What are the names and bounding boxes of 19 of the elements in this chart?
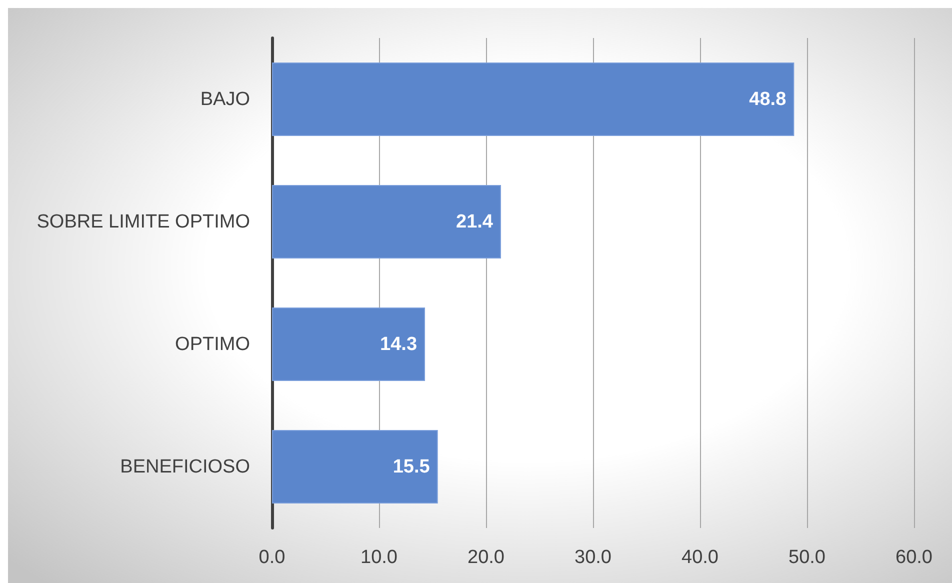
x-tick-label: 0.0 <box>258 547 286 568</box>
x-tick-label: 20.0 <box>468 547 504 568</box>
x-tick-label: 60.0 <box>896 547 932 568</box>
data-label: 15.5 <box>392 456 430 478</box>
x-tick-label: 30.0 <box>574 547 612 568</box>
data-label: 21.4 <box>456 211 494 232</box>
bar <box>272 308 426 381</box>
bar <box>272 430 438 504</box>
y-tick-label: BAJO <box>200 88 250 110</box>
y-tick-label: BENEFICIOSO <box>120 456 250 478</box>
y-tick-label: OPTIMO <box>175 334 250 355</box>
x-tick-label: 50.0 <box>788 547 826 568</box>
bar <box>272 185 501 258</box>
data-label: 48.8 <box>749 88 786 110</box>
data-label: 14.3 <box>380 334 418 355</box>
y-tick-label: SOBRE LIMITE OPTIMO <box>36 211 250 232</box>
bar <box>272 62 794 136</box>
x-tick-label: 40.0 <box>682 547 718 568</box>
x-tick-label: 10.0 <box>360 547 398 568</box>
